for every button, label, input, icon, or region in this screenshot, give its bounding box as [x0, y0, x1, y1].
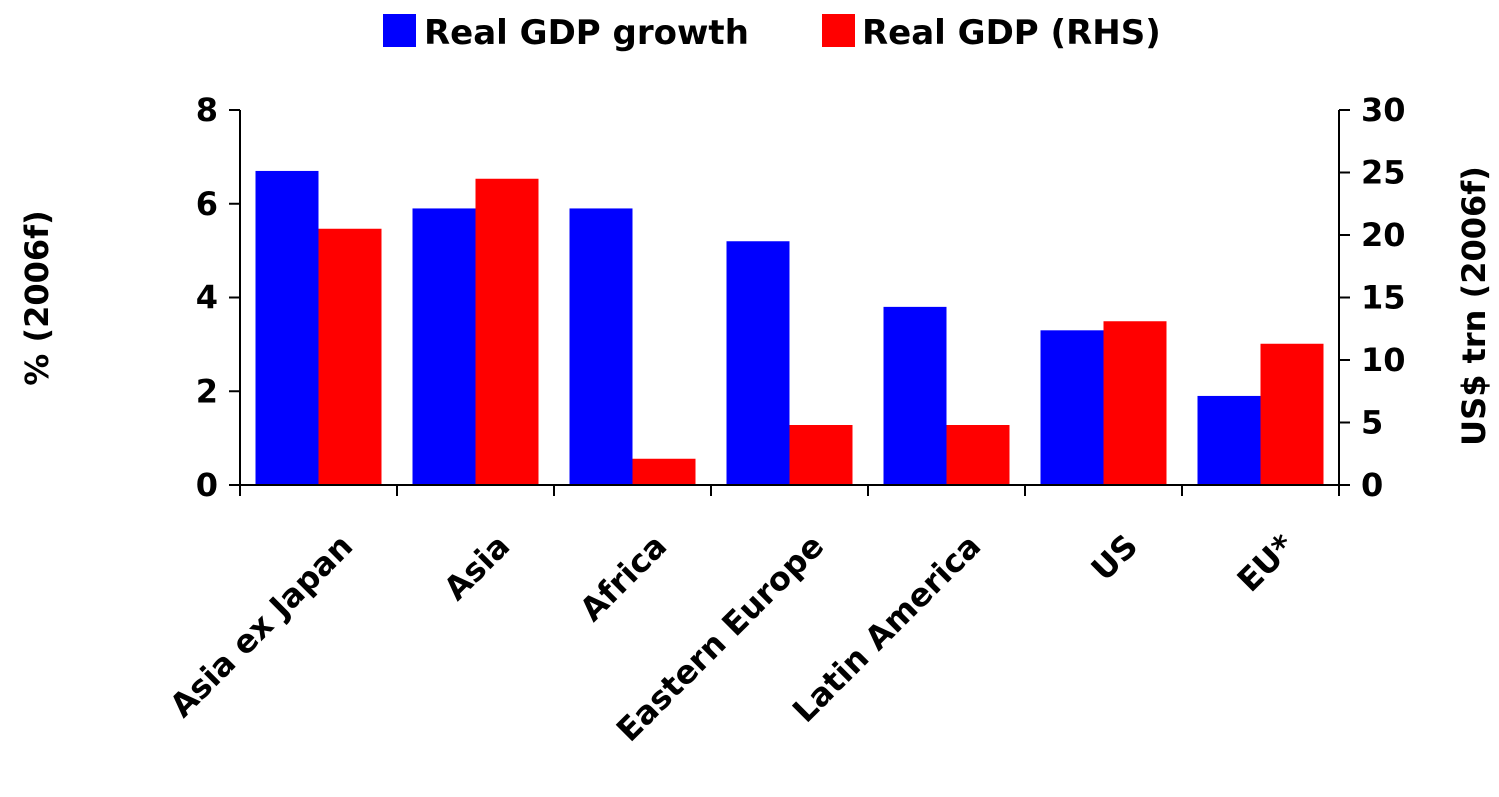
right-axis-title: US$ trn (2006f)	[1455, 166, 1493, 446]
left-tick-label: 4	[196, 279, 218, 317]
legend-label-growth: Real GDP growth	[424, 13, 749, 53]
right-tick-label: 25	[1361, 154, 1406, 192]
left-tick-label: 0	[196, 466, 218, 504]
legend-label-gdp: Real GDP (RHS)	[862, 13, 1161, 53]
left-tick-label: 6	[196, 185, 218, 223]
bar-gdp-5	[1103, 321, 1167, 485]
bar-gdp-4	[946, 425, 1010, 485]
bar-gdp-6	[1260, 343, 1324, 485]
right-tick-label: 30	[1361, 91, 1406, 129]
legend-swatch-gdp	[822, 14, 855, 47]
bar-gdp-2	[632, 458, 696, 485]
left-tick-label: 2	[196, 372, 218, 410]
bar-growth-1	[412, 208, 476, 485]
bar-growth-4	[883, 306, 947, 485]
category-label: Asia ex Japan	[162, 527, 360, 725]
left-tick-label: 8	[196, 91, 218, 129]
right-axis-ticks: 0 5 10 15 20 25 30	[1339, 91, 1406, 504]
right-tick-label: 15	[1361, 279, 1406, 317]
legend: Real GDP growth Real GDP (RHS)	[383, 13, 1161, 53]
left-axis-ticks: 0 2 4 6 8	[196, 91, 240, 504]
bar-gdp-3	[789, 425, 853, 485]
bar-growth-0	[255, 170, 319, 485]
bar-growth-6	[1197, 395, 1261, 485]
bars	[255, 170, 1324, 485]
bar-growth-2	[569, 208, 633, 485]
bar-gdp-0	[318, 228, 382, 485]
bar-growth-3	[726, 241, 790, 485]
right-tick-label: 20	[1361, 216, 1406, 254]
category-label: Africa	[572, 527, 674, 629]
category-label: EU*	[1230, 527, 1303, 600]
right-tick-label: 5	[1361, 404, 1383, 442]
legend-swatch-growth	[383, 14, 416, 47]
bar-growth-5	[1040, 330, 1104, 485]
right-tick-label: 0	[1361, 466, 1383, 504]
category-label: US	[1084, 527, 1146, 589]
left-axis-title: % (2006f)	[18, 210, 56, 385]
category-label: Asia	[436, 527, 517, 608]
right-tick-label: 10	[1361, 341, 1406, 379]
bar-gdp-1	[475, 178, 539, 485]
